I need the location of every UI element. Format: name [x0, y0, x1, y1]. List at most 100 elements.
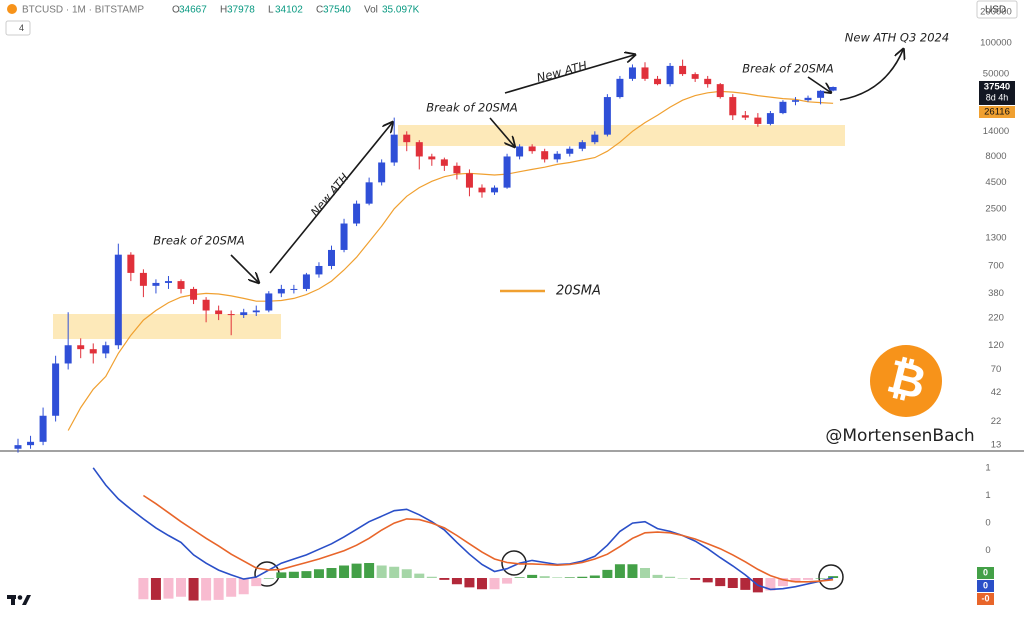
histogram-bar: [502, 578, 513, 584]
histogram-bar: [138, 578, 149, 600]
bitcoin-logo: [870, 345, 942, 417]
currency[interactable]: USD: [985, 5, 1006, 16]
candle-body: [528, 146, 536, 152]
legend-label: 20SMA: [556, 284, 601, 299]
candle-body: [704, 78, 712, 85]
symbol-icon: [7, 4, 17, 14]
support-zone: [398, 125, 845, 146]
candle-body: [729, 97, 737, 116]
candle-body: [240, 312, 248, 316]
histogram-bar: [652, 574, 663, 578]
arrow: [839, 50, 903, 101]
macd-line: [92, 467, 834, 591]
candle-body: [302, 274, 310, 289]
histogram-bar: [426, 576, 437, 578]
candle-body: [716, 84, 724, 98]
candle-body: [227, 314, 235, 316]
candle-body: [27, 441, 35, 446]
vol-value: 35.097K: [382, 5, 420, 16]
histogram-bar: [539, 576, 550, 578]
candle-body: [453, 165, 461, 174]
histogram-bar: [602, 569, 613, 578]
y-tick-label: 4500: [985, 177, 1006, 188]
candle-body: [591, 134, 599, 143]
y-tick-label: 0: [985, 545, 990, 556]
candle-body: [415, 142, 423, 157]
y-tick-label: 2500: [985, 203, 1006, 214]
price-tag-value: 37540: [984, 82, 1010, 93]
candle-body: [578, 142, 586, 149]
indicators-count[interactable]: 4: [19, 23, 24, 33]
histogram-bar: [301, 571, 312, 578]
y-tick-label: 380: [988, 288, 1004, 299]
candle-body: [64, 345, 72, 364]
arrow: [269, 123, 392, 274]
cross-circle: [818, 564, 844, 590]
histogram-bar: [564, 577, 575, 578]
candle-body: [503, 156, 511, 188]
candle-body: [215, 310, 223, 315]
indicators-button[interactable]: [5, 20, 31, 36]
histogram-bar: [163, 578, 174, 599]
histogram-bar: [389, 566, 400, 578]
y-tick-label: 1: [985, 490, 990, 501]
histogram-bar: [552, 577, 563, 578]
histogram-bar: [614, 564, 625, 578]
candle-body: [779, 101, 787, 114]
histogram-bar: [828, 576, 839, 578]
candle-body: [52, 363, 60, 416]
ohlc-key: C: [316, 5, 323, 16]
histogram-bar: [276, 572, 287, 578]
countdown: 8d 4h: [986, 92, 1009, 102]
y-tick-label: 42: [991, 387, 1002, 398]
y-tick-label: 0: [985, 518, 990, 529]
candle-body: [817, 90, 825, 98]
tv-logo: [7, 595, 31, 605]
histogram-bar: [489, 578, 500, 590]
support-zone: [53, 314, 281, 339]
candle-body: [77, 345, 85, 350]
histogram-bar: [326, 568, 337, 578]
candle-body: [754, 117, 762, 124]
y-tick-label: 14000: [983, 126, 1009, 137]
candle-body: [804, 97, 812, 101]
candle-body: [114, 254, 122, 346]
currency-button[interactable]: [976, 0, 1018, 19]
histogram-bar: [715, 578, 726, 587]
signal-tag-label: -0: [981, 593, 989, 603]
y-tick-label: 1: [985, 462, 990, 473]
histogram-bar: [702, 578, 713, 583]
candle-body: [603, 97, 611, 135]
histogram-bar: [251, 578, 262, 587]
candle-body: [353, 203, 361, 224]
histogram-bar: [740, 578, 751, 590]
histogram-bar: [777, 578, 788, 587]
cross-circle: [501, 550, 527, 576]
annotation: New ATH Q3 2024: [845, 31, 949, 45]
histogram-bar: [414, 573, 425, 578]
candle-body: [679, 65, 687, 75]
histogram-bar: [677, 578, 688, 579]
candle-body: [829, 86, 837, 91]
histogram-bar: [803, 578, 814, 580]
candle-body: [465, 173, 473, 188]
histogram-bar: [150, 578, 161, 600]
ohlc-key: L: [268, 5, 274, 16]
histogram-bar: [201, 578, 212, 601]
price-tag: [979, 80, 1015, 105]
histogram-tag-label: 0: [983, 567, 988, 577]
sma-tag-value: 26116: [984, 107, 1010, 118]
annotation: Break of 20SMA: [153, 234, 245, 248]
candle-body: [190, 288, 198, 300]
ohlc-value: 34102: [275, 5, 303, 16]
annotation: Break of 20SMA: [426, 101, 518, 115]
histogram-bar: [577, 576, 588, 578]
candle-body: [553, 153, 561, 160]
histogram-bar: [364, 563, 375, 578]
signal-line: [142, 494, 834, 583]
candle-body: [164, 281, 172, 283]
histogram-bar: [765, 578, 776, 591]
candle-body: [641, 67, 649, 79]
